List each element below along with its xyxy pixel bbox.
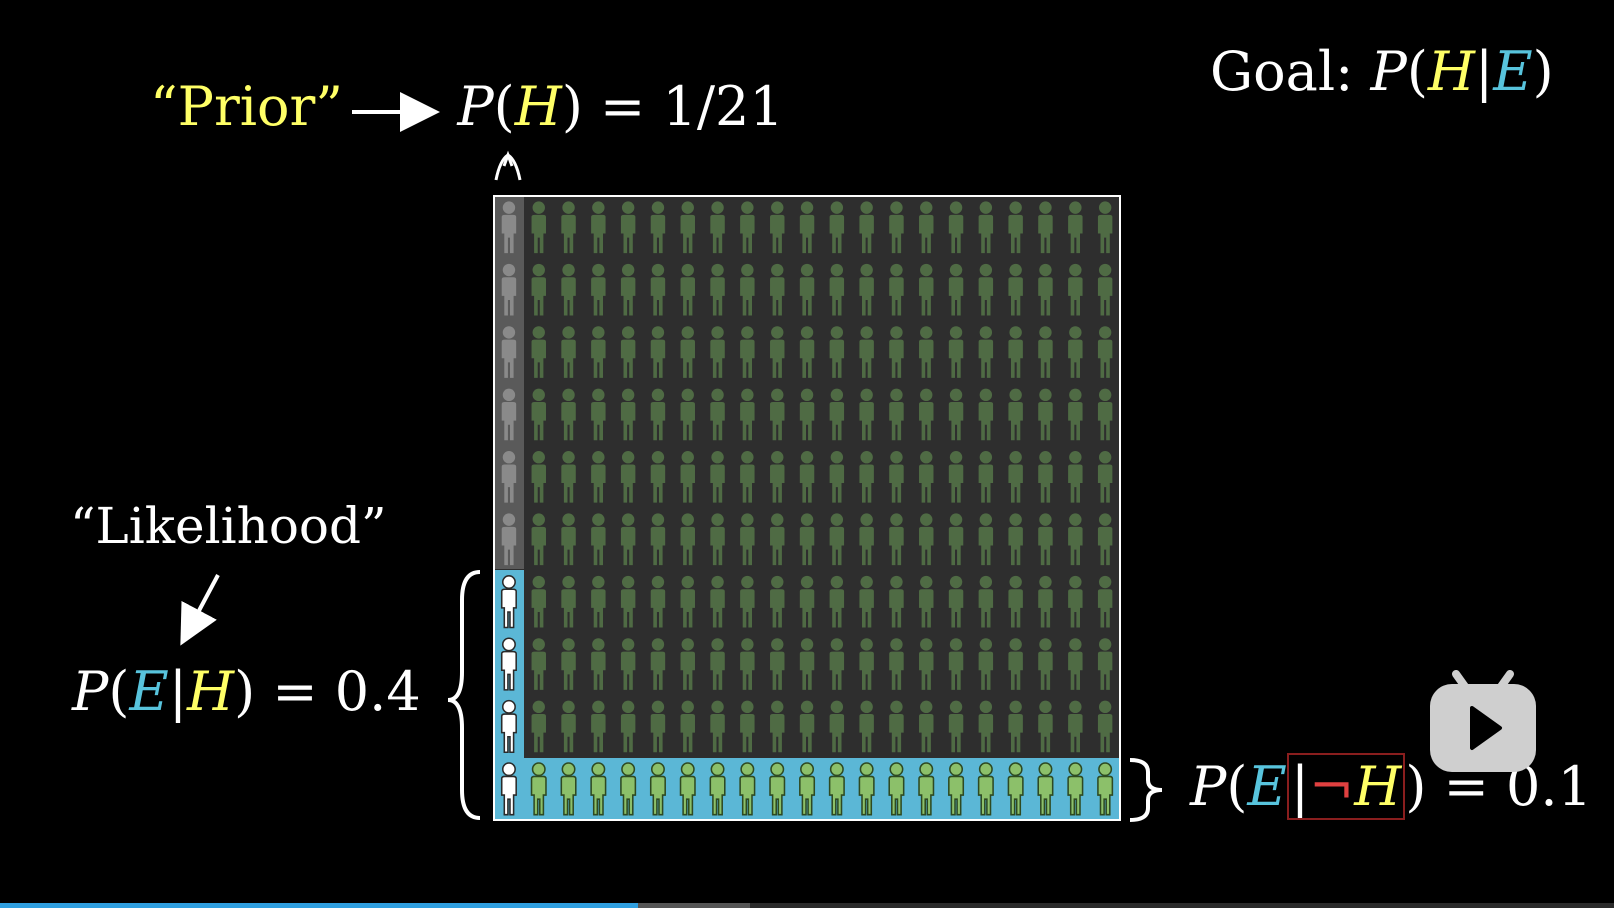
penh-e: E xyxy=(1247,755,1287,818)
likelihood-e: E xyxy=(129,660,169,723)
goal-h: H xyxy=(1427,40,1475,103)
evidence-not-hypothesis-region xyxy=(524,758,1120,820)
prior-formula: “Prior” P(H) = 1/21 xyxy=(150,75,784,138)
not-h-box: |¬H xyxy=(1286,753,1406,820)
goal-formula: Goal: P(H|E) xyxy=(1210,40,1554,103)
progress-buffer xyxy=(637,903,751,908)
likelihood-arrow-icon xyxy=(180,574,220,646)
progress-bar[interactable] xyxy=(0,903,638,908)
prior-h: H xyxy=(514,75,562,138)
likelihood-p: P xyxy=(72,660,109,723)
penh-h: H xyxy=(1354,755,1402,818)
play-icon[interactable] xyxy=(1428,670,1538,775)
grid-border xyxy=(493,195,1121,821)
likelihood-h: H xyxy=(187,660,235,723)
goal-p: P xyxy=(1370,40,1407,103)
prior-label: “Prior” xyxy=(150,75,343,138)
progress-track[interactable] xyxy=(0,903,1614,908)
prior-p: P xyxy=(457,75,494,138)
likelihood-formula: P(E|H) = 0.4 xyxy=(72,660,421,723)
not-hypothesis-brace-icon xyxy=(1129,758,1163,822)
likelihood-brace-icon xyxy=(447,570,481,820)
hypothesis-column xyxy=(494,196,524,569)
likelihood-value: 0.4 xyxy=(334,660,421,723)
column-brace-tip-icon xyxy=(502,150,514,167)
penh-neg: ¬ xyxy=(1309,755,1355,818)
penh-p: P xyxy=(1190,755,1227,818)
likelihood-label: “Likelihood” xyxy=(70,497,387,555)
goal-label: Goal: xyxy=(1210,40,1354,103)
prior-value: 1/21 xyxy=(662,75,784,138)
goal-e: E xyxy=(1493,40,1533,103)
